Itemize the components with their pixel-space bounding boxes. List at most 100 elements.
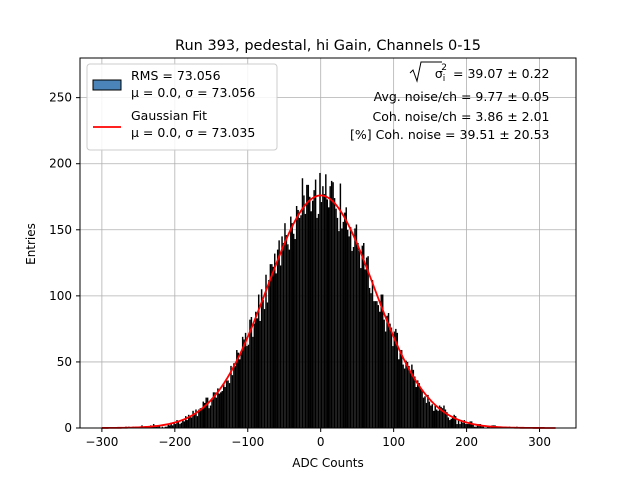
histogram-bin [155, 426, 158, 428]
histogram-bin [441, 408, 444, 428]
histogram-bin [323, 194, 326, 428]
histogram-bin [237, 352, 240, 428]
histogram-bin [406, 361, 409, 428]
histogram-bin [306, 184, 308, 428]
histogram-bin [199, 408, 202, 428]
histogram-bin [422, 397, 425, 428]
histogram-bin [454, 416, 457, 428]
annotation-sigma-sub: i [443, 74, 446, 84]
axes: −300 −200 −100 0 100 200 300 0 50 100 150 200 250 [49, 57, 577, 449]
histogram-bin [335, 208, 337, 428]
histogram-bin [250, 317, 253, 428]
histogram-bin [384, 331, 387, 428]
histogram-bin [166, 426, 168, 428]
histogram-bin [364, 269, 366, 428]
histogram-bin [161, 426, 164, 428]
histogram-bin [171, 425, 174, 428]
annotation-sigma-symbol: σ [435, 66, 443, 81]
histogram-bin [190, 417, 193, 428]
histogram-bin [222, 383, 225, 428]
histogram-bin [204, 402, 206, 428]
histogram-bin [351, 250, 353, 428]
histogram-bin [271, 264, 273, 428]
histogram-bin [212, 392, 215, 428]
histogram-bin [380, 294, 382, 428]
histogram-bin [383, 319, 385, 428]
histogram-bin [180, 422, 183, 428]
histogram-bin [339, 183, 342, 428]
histogram-bin [392, 346, 394, 428]
histogram-bin [209, 405, 212, 428]
y-tick-label: 250 [49, 91, 72, 105]
histogram-bin [304, 213, 307, 428]
histogram-bin [357, 243, 359, 428]
histogram-bin [365, 257, 368, 428]
histogram-bin [430, 405, 432, 428]
histogram-bin [265, 274, 267, 428]
histogram-bin [288, 249, 291, 428]
histogram-bin [412, 369, 415, 428]
histogram-bin [371, 280, 374, 428]
histogram-bin [330, 180, 333, 428]
histogram-bin [333, 198, 336, 428]
histogram-bin [460, 420, 463, 428]
histogram-bin [266, 302, 269, 428]
histogram-bin [427, 394, 429, 428]
histogram-bin [187, 414, 190, 428]
histogram-bin [275, 273, 277, 428]
histogram-bin [287, 244, 289, 428]
histogram-bin [211, 398, 213, 428]
histogram-bin [303, 195, 305, 428]
legend-frame [86, 63, 278, 151]
histogram-bin [167, 424, 169, 428]
plot-frame [79, 57, 577, 429]
histogram-bars [125, 172, 518, 428]
histogram-bin [247, 344, 250, 428]
histogram-bin [341, 228, 343, 428]
histogram-bin [425, 402, 428, 428]
histogram-bin [389, 323, 391, 428]
histogram-bin [355, 224, 358, 428]
histogram-bin [246, 346, 248, 428]
legend: RMS = 73.056 μ = 0.0, σ = 73.056 Gaussia… [86, 63, 278, 151]
histogram-bin [431, 404, 434, 428]
histogram-bin [193, 414, 196, 428]
histogram-bin [435, 409, 438, 428]
y-tick-label: 200 [49, 157, 72, 171]
histogram-bin [433, 410, 435, 428]
histogram-bin [182, 420, 184, 428]
histogram-bin [230, 365, 232, 428]
histogram-bin [348, 236, 350, 428]
histogram-bin [415, 387, 417, 428]
gaussian-fit-curve [101, 194, 556, 429]
histogram-bin [310, 211, 312, 428]
histogram-bin [240, 352, 242, 428]
histogram-bin [400, 350, 403, 428]
annotation-sigma: σi2 = 39.07 ± 0.22 [409, 61, 550, 84]
y-tick-label: 100 [49, 289, 72, 303]
histogram-bin [205, 397, 207, 428]
histogram-bin [434, 405, 436, 428]
histogram-bin [174, 424, 177, 428]
histogram-bin [376, 301, 378, 428]
histogram-bin [469, 421, 471, 428]
histogram-bin [173, 422, 175, 428]
histogram-bin [463, 420, 466, 428]
histogram-bin [177, 421, 180, 428]
histogram-bin [316, 217, 318, 428]
histogram-bin [259, 320, 261, 428]
y-tick-label: 50 [57, 355, 72, 369]
legend-fit-label: Gaussian Fit [131, 108, 207, 123]
histogram-bin [322, 186, 324, 428]
histogram-bin [354, 228, 356, 428]
x-tick-label: 100 [382, 435, 405, 449]
annotation-sigma-sup: 2 [441, 63, 447, 73]
histogram-bin [224, 387, 226, 428]
sqrt-symbol-icon [409, 61, 442, 83]
histogram-bin [292, 233, 295, 428]
histogram-bin [183, 421, 186, 428]
histogram-bin [440, 406, 442, 428]
histogram-bin [268, 280, 270, 428]
histogram-bin [459, 424, 461, 428]
